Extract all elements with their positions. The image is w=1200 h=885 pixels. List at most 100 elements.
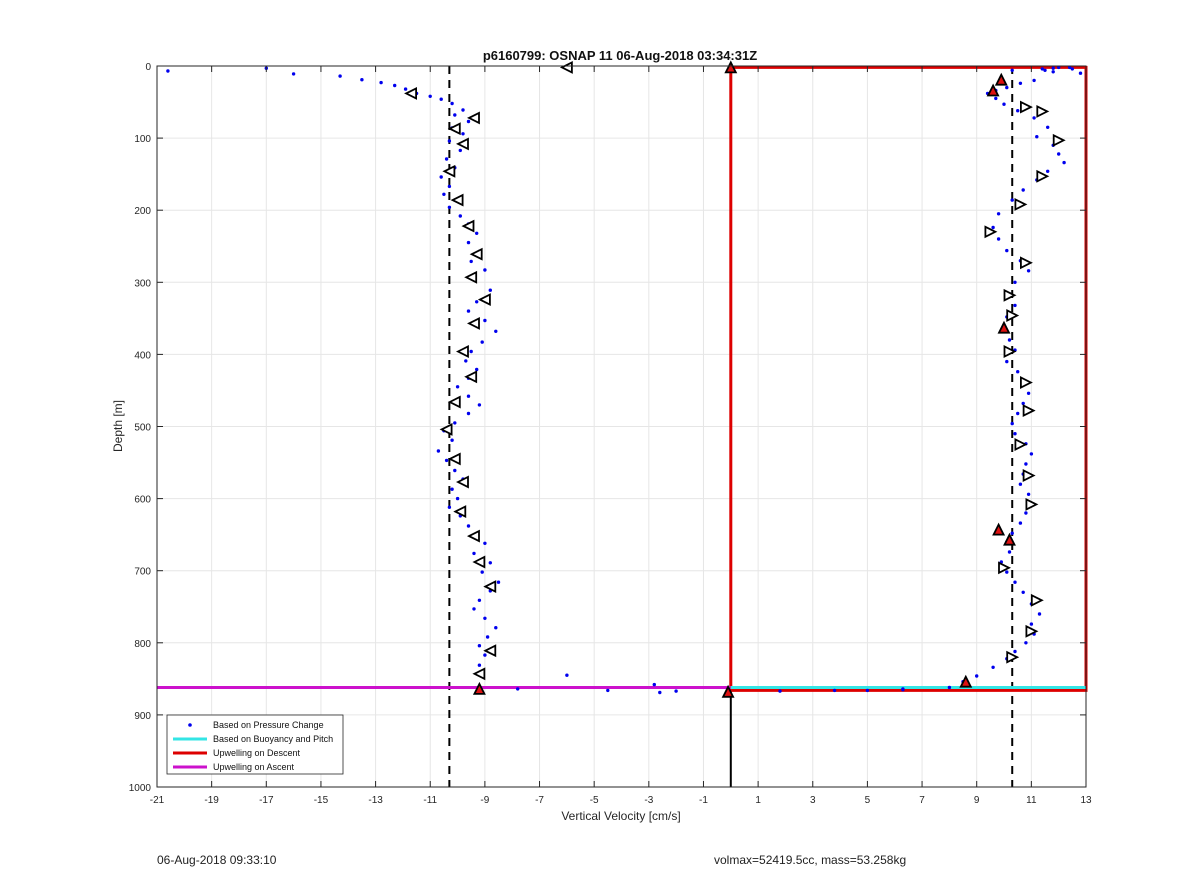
pressure-change-point bbox=[1007, 338, 1012, 342]
x-tick-label: 3 bbox=[810, 795, 816, 806]
ascent-marker bbox=[1003, 288, 1017, 302]
pressure-change-point bbox=[488, 561, 492, 565]
pressure-change-point bbox=[360, 78, 364, 82]
footer-timestamp: 06-Aug-2018 09:33:10 bbox=[157, 853, 277, 867]
ascent-marker bbox=[1006, 309, 1020, 322]
pressure-change-point bbox=[1018, 521, 1023, 525]
pressure-change-point bbox=[477, 644, 482, 648]
pressure-change-point bbox=[1005, 570, 1009, 574]
ascent-marker bbox=[1014, 438, 1028, 451]
pressure-change-point bbox=[461, 108, 465, 112]
pressure-change-point bbox=[991, 665, 995, 669]
descent-marker bbox=[439, 422, 453, 436]
pressure-change-point bbox=[455, 496, 460, 501]
pressure-change-point bbox=[1035, 135, 1039, 139]
y-tick-label: 400 bbox=[134, 350, 151, 361]
pressure-change-point bbox=[1016, 411, 1020, 416]
x-tick-label: -21 bbox=[150, 795, 165, 806]
pressure-change-point bbox=[1046, 169, 1050, 173]
pressure-change-point bbox=[466, 119, 471, 124]
pressure-change-point bbox=[428, 94, 432, 99]
pressure-change-point bbox=[1013, 280, 1017, 284]
pressure-change-point bbox=[393, 83, 397, 88]
pressure-change-point bbox=[488, 288, 492, 292]
descent-marker bbox=[477, 293, 491, 307]
x-tick-label: 9 bbox=[974, 795, 980, 806]
pressure-change-point bbox=[379, 80, 383, 85]
x-tick-label: -1 bbox=[699, 795, 708, 806]
x-tick-label: -15 bbox=[314, 795, 329, 806]
descent-marker bbox=[472, 667, 486, 681]
ascent-marker bbox=[1025, 497, 1039, 511]
pressure-change-point bbox=[1018, 482, 1023, 486]
pressure-change-point bbox=[450, 438, 454, 442]
legend-box bbox=[166, 714, 344, 775]
descent-marker bbox=[455, 137, 469, 151]
pressure-change-point bbox=[458, 214, 462, 218]
descent-marker bbox=[447, 452, 461, 466]
pressure-change-point bbox=[865, 688, 870, 693]
x-tick-label: -9 bbox=[480, 795, 489, 806]
pressure-change-point bbox=[453, 468, 457, 473]
pressure-change-point bbox=[453, 113, 457, 117]
x-tick-label: -13 bbox=[368, 795, 383, 806]
pressure-change-point bbox=[475, 367, 479, 372]
pressure-change-point bbox=[485, 635, 490, 639]
pressure-change-point bbox=[444, 157, 449, 161]
descent-marker bbox=[453, 505, 467, 519]
descent-marker bbox=[447, 395, 461, 409]
pressure-change-point bbox=[444, 458, 449, 463]
pressure-change-point bbox=[496, 580, 501, 584]
descent-marker bbox=[464, 270, 478, 284]
pressure-change-point bbox=[1026, 492, 1031, 496]
ascent-marker bbox=[998, 561, 1012, 575]
pressure-change-point bbox=[464, 359, 468, 363]
y-tick-label: 100 bbox=[134, 134, 151, 145]
pressure-change-point bbox=[1032, 78, 1036, 83]
pressure-change-point bbox=[1057, 152, 1061, 156]
pressure-change-point bbox=[1067, 65, 1072, 70]
highlight-marker bbox=[724, 60, 738, 74]
pressure-change-point bbox=[1051, 66, 1055, 70]
pressure-change-point bbox=[1024, 462, 1028, 466]
pressure-change-point bbox=[166, 69, 170, 73]
pressure-change-point bbox=[947, 685, 952, 690]
ascent-marker bbox=[1022, 404, 1036, 418]
pressure-change-point bbox=[469, 259, 473, 264]
y-tick-label: 700 bbox=[134, 567, 151, 578]
pressure-change-point bbox=[472, 607, 476, 611]
descent-marker bbox=[404, 86, 418, 100]
pressure-change-point bbox=[652, 682, 656, 687]
pressure-change-point bbox=[472, 551, 476, 556]
pressure-change-point bbox=[477, 663, 482, 667]
pressure-change-point bbox=[466, 309, 471, 313]
pressure-change-point bbox=[1029, 622, 1034, 626]
pressure-change-point bbox=[439, 97, 443, 101]
x-tick-label: -17 bbox=[259, 795, 274, 806]
pressure-change-point bbox=[832, 688, 837, 693]
pressure-change-point bbox=[1021, 401, 1025, 406]
descent-marker bbox=[483, 644, 497, 658]
pressure-change-point bbox=[1051, 70, 1055, 74]
pressure-change-point bbox=[453, 421, 457, 425]
pressure-change-point bbox=[477, 598, 482, 602]
pressure-change-point bbox=[1026, 391, 1031, 395]
triangle-markers bbox=[404, 60, 1066, 698]
pressure-change-point bbox=[1062, 160, 1066, 165]
chart-title: p6160799: OSNAP 11 06-Aug-2018 03:34:31Z bbox=[483, 48, 757, 63]
grid-lines bbox=[156, 65, 1087, 788]
pressure-change-point bbox=[469, 349, 473, 354]
pressure-change-point bbox=[450, 101, 454, 106]
descent-marker bbox=[464, 370, 478, 384]
x-tick-label: 13 bbox=[1080, 795, 1092, 806]
pressure-change-point bbox=[1021, 590, 1025, 594]
ascent-marker bbox=[1020, 100, 1033, 114]
ascent-marker bbox=[1014, 197, 1028, 211]
x-tick-label: -11 bbox=[423, 795, 437, 806]
pressure-change-point bbox=[975, 674, 979, 678]
pressure-change-point bbox=[466, 394, 471, 398]
y-tick-label: 800 bbox=[134, 639, 151, 650]
highlight-marker bbox=[992, 522, 1006, 536]
x-tick-label: 11 bbox=[1026, 795, 1037, 806]
legend-label: Based on Pressure Change bbox=[213, 720, 324, 730]
